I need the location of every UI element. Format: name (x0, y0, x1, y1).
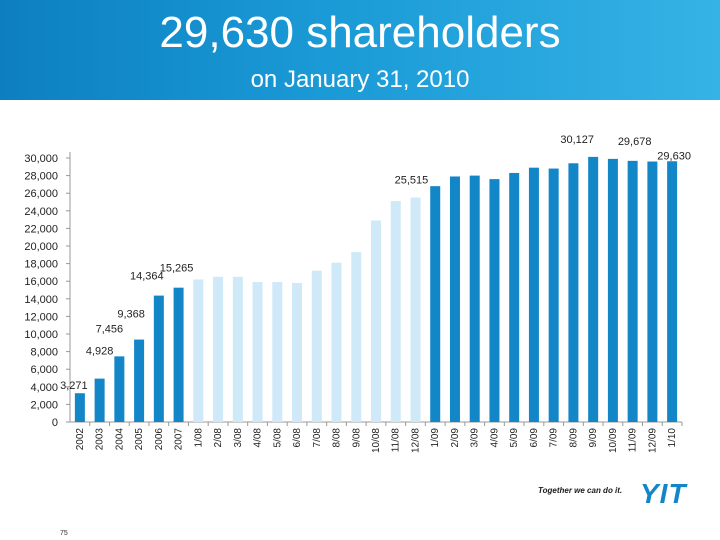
y-tick-label: 16,000 (24, 276, 58, 288)
y-tick-label: 22,000 (24, 223, 58, 235)
bar (449, 176, 460, 422)
shareholders-bar-chart: 0 2,000 4,000 6,000 8,000 10,000 12,000 14,000 1… (24, 134, 691, 453)
y-tick-label: 10,000 (24, 329, 58, 341)
bar (331, 262, 342, 422)
data-label: 30,127 (560, 134, 594, 146)
bar (528, 167, 539, 422)
bar (588, 156, 599, 423)
x-tick-label: 1/08 (193, 428, 204, 448)
bar (232, 276, 243, 422)
bar (173, 287, 184, 422)
x-tick-label: 7/09 (549, 428, 560, 448)
bar (193, 279, 204, 422)
y-tick-label: 26,000 (24, 188, 58, 200)
page-number: 75 (60, 530, 68, 537)
bar (114, 356, 125, 422)
bar (647, 161, 658, 422)
bar (430, 186, 441, 422)
bar (469, 175, 480, 422)
bar (371, 220, 381, 422)
data-label: 9,368 (117, 309, 145, 321)
x-tick-label: 3/08 (233, 428, 244, 448)
bar (351, 252, 362, 422)
data-label: 4,928 (86, 346, 114, 358)
data-label: 29,678 (618, 136, 652, 148)
x-tick-label: 11/09 (628, 428, 639, 453)
x-tick-label: 9/09 (588, 428, 599, 448)
y-tick-label: 8,000 (30, 347, 58, 359)
x-tick-label: 11/08 (391, 428, 402, 453)
y-tick-label: 18,000 (24, 259, 58, 271)
y-tick-label: 2,000 (30, 399, 58, 411)
bar (153, 295, 164, 422)
x-tick-label: 3/09 (470, 428, 481, 448)
data-label: 7,456 (96, 323, 124, 335)
y-tick-label: 12,000 (24, 311, 58, 323)
x-tick-label: 2007 (174, 428, 185, 451)
y-tick-label: 24,000 (24, 206, 58, 218)
bar (213, 276, 224, 422)
bar (390, 201, 401, 422)
x-tick-label: 2004 (114, 428, 125, 451)
bar (74, 393, 85, 422)
x-tick-label: 12/08 (410, 428, 421, 453)
data-label: 14,364 (130, 271, 164, 283)
bar (252, 282, 263, 422)
x-tick-label: 8/09 (568, 428, 579, 448)
x-tick-label: 12/09 (647, 428, 658, 453)
x-tick-label: 10/08 (371, 428, 382, 453)
data-label: 25,515 (395, 174, 429, 186)
bar (607, 158, 618, 422)
bar (134, 339, 145, 422)
x-tick-label: 7/08 (312, 428, 323, 448)
x-tick-label: 4/09 (489, 428, 500, 448)
x-tick-label: 2002 (75, 428, 86, 451)
x-tick-label: 1/09 (430, 428, 441, 448)
y-tick-label: 20,000 (24, 241, 58, 253)
bar (548, 168, 559, 422)
y-tick-label: 0 (52, 417, 58, 429)
x-tick-label: 5/08 (272, 428, 283, 448)
y-tick-label: 4,000 (30, 382, 58, 394)
x-tick-label: 4/08 (253, 428, 264, 448)
y-tick-label: 14,000 (24, 294, 58, 306)
bar (94, 378, 105, 422)
x-tick-label: 2003 (95, 428, 106, 451)
data-label: 15,265 (160, 263, 194, 275)
tagline: Together we can do it. (538, 486, 623, 495)
x-tick-label: 9/08 (351, 428, 362, 448)
x-tick-label: 5/09 (509, 428, 520, 448)
slide-subtitle: on January 31, 2010 (250, 66, 470, 93)
y-tick-label: 28,000 (24, 171, 58, 183)
x-tick-label: 2/08 (213, 428, 224, 448)
bar (568, 163, 579, 422)
data-label: 3,271 (60, 380, 88, 392)
x-tick-label: 1/10 (667, 428, 678, 448)
slide-title: 29,630 shareholders (159, 8, 561, 57)
x-tick-label: 2/09 (450, 428, 461, 448)
x-tick-label: 2005 (134, 428, 145, 451)
bar (509, 172, 520, 422)
bar (410, 197, 421, 422)
bar (489, 179, 500, 422)
y-tick-label: 30,000 (24, 153, 58, 165)
title-banner (0, 0, 720, 100)
bar (311, 270, 322, 422)
x-tick-label: 6/08 (292, 428, 303, 448)
bar (292, 282, 303, 422)
bar (627, 160, 638, 422)
data-label: 29,630 (657, 150, 691, 162)
x-tick-label: 8/08 (332, 428, 343, 448)
y-tick-label: 6,000 (30, 364, 58, 376)
x-tick-label: 6/09 (529, 428, 540, 448)
bar (272, 282, 283, 422)
x-tick-label: 2006 (154, 428, 165, 451)
x-tick-label: 10/09 (608, 428, 619, 453)
bar (667, 161, 678, 423)
yit-logo: YIT (640, 478, 687, 509)
